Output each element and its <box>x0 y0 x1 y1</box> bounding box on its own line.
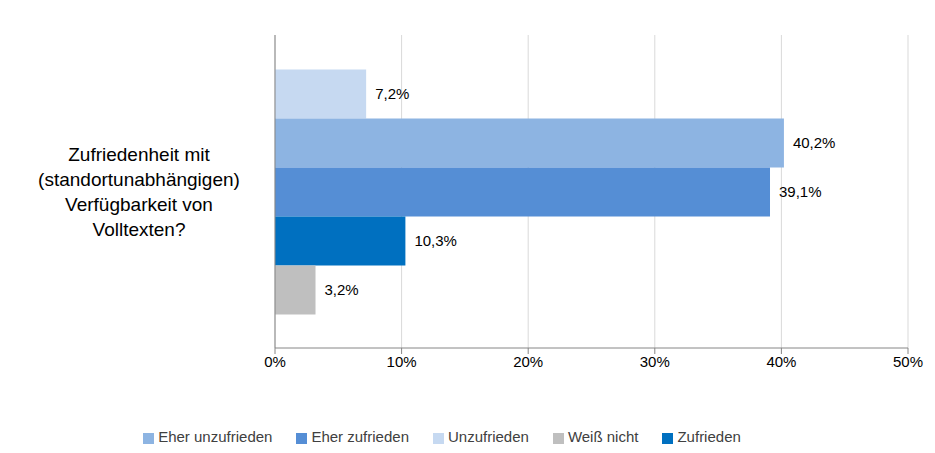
html-text:Unzufrieden: Unzufrieden <box>448 428 529 445</box>
svg-text:40%: 40% <box>766 353 796 370</box>
svg-text:7,2%: 7,2% <box>375 85 409 102</box>
svg-text:39,1%: 39,1% <box>779 183 822 200</box>
svg-text:10%: 10% <box>387 353 417 370</box>
svg-text:40,2%: 40,2% <box>793 134 836 151</box>
svg-text:0%: 0% <box>264 353 286 370</box>
svg-text:50%: 50% <box>893 353 923 370</box>
svg-text:30%: 30% <box>640 353 670 370</box>
svg-text:20%: 20% <box>513 353 543 370</box>
html-text:Eher zufrieden: Eher zufrieden <box>311 428 409 445</box>
svg-text:Zufriedenheit mit(standortunab: Zufriedenheit mit(standortunabhängigen)V… <box>38 144 240 240</box>
html-text:Weiß nicht: Weiß nicht <box>567 428 639 445</box>
svg-text:10,3%: 10,3% <box>414 232 457 249</box>
svg-text:3,2%: 3,2% <box>325 281 359 298</box>
html-text:Eher unzufrieden: Eher unzufrieden <box>158 428 273 445</box>
html-text:Zufrieden: Zufrieden <box>677 428 741 445</box>
